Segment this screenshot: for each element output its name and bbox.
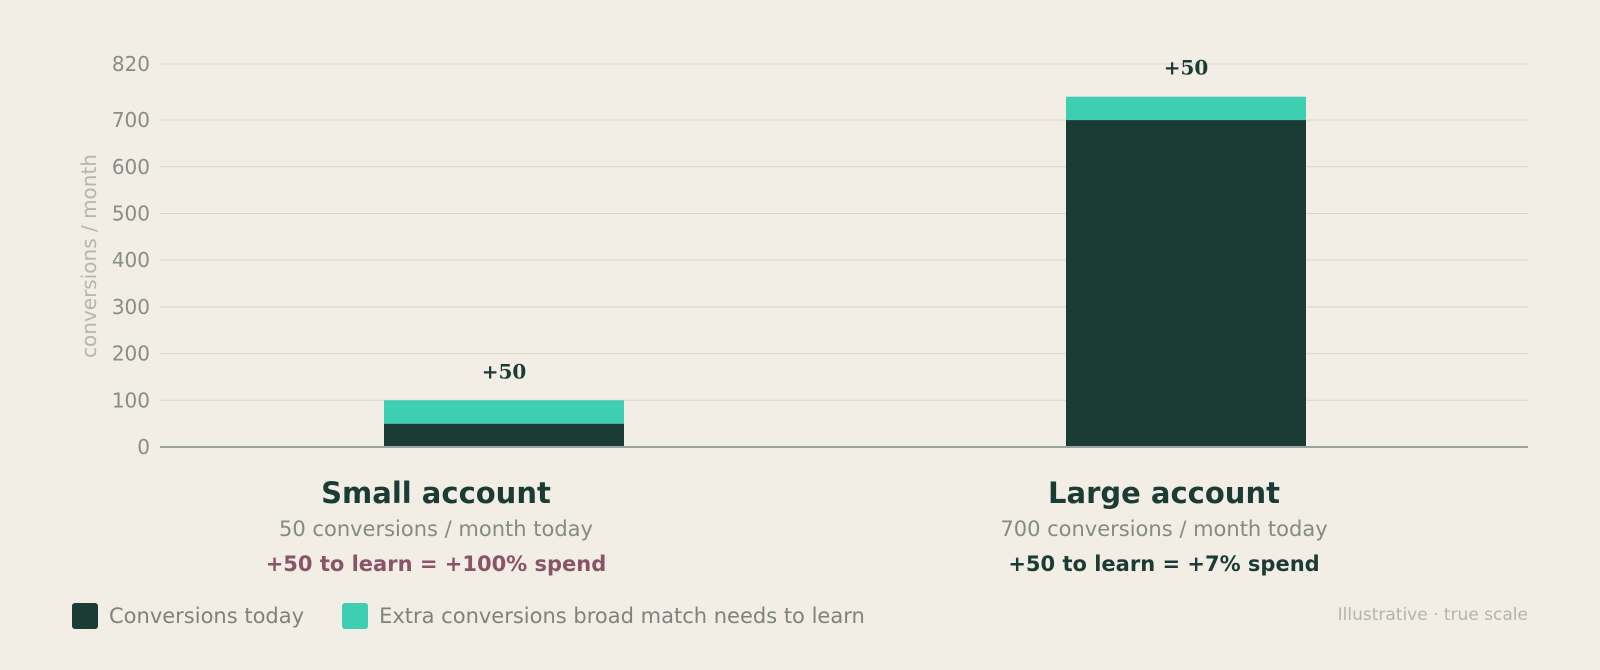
legend-item-extra-conversions: Extra conversions broad match needs to l…: [342, 603, 865, 629]
y-tick-label: 200: [112, 342, 150, 366]
legend-label: Conversions today: [109, 604, 305, 628]
legend-label: Extra conversions broad match needs to l…: [379, 604, 865, 628]
y-axis-ticks: 0 100 200 300 400 500 600 700 820: [112, 52, 150, 459]
legend-item-conversions-today: Conversions today: [72, 603, 304, 629]
bars: [384, 96, 1306, 448]
category-subtitle: 700 conversions / month today: [1000, 517, 1328, 541]
category-note: +50 to learn = +100% spend: [265, 552, 607, 576]
y-tick-label: 820: [112, 52, 150, 76]
legend: Conversions today Extra conversions broa…: [72, 603, 903, 629]
category-subtitle: 50 conversions / month today: [279, 517, 593, 541]
data-label: +50: [1164, 56, 1209, 80]
y-tick-label: 0: [137, 435, 150, 459]
bar-segment: [384, 423, 624, 447]
bar-segment: [1066, 96, 1306, 121]
category-large-account: Large account 700 conversions / month to…: [884, 475, 1444, 578]
data-labels: +50 +50: [482, 56, 1209, 384]
grid-lines: [160, 63, 1528, 401]
footnote: Illustrative · true scale: [1337, 605, 1528, 625]
y-tick-label: 700: [112, 108, 150, 132]
category-title: Large account: [1048, 476, 1280, 510]
y-tick-label: 100: [112, 388, 150, 412]
y-tick-label: 600: [112, 155, 150, 179]
y-tick-label: 400: [112, 248, 150, 272]
category-small-account: Small account 50 conversions / month tod…: [156, 475, 716, 578]
bar-segment: [1066, 120, 1306, 448]
legend-swatch: [72, 603, 98, 629]
bar-chart: 0 100 200 300 400 500 600 700 820 conversions / …: [77, 52, 1528, 459]
legend-swatch: [342, 603, 369, 629]
data-label: +50: [482, 359, 527, 383]
y-tick-label: 300: [112, 295, 150, 319]
category-title: Small account: [321, 476, 551, 510]
category-note: +50 to learn = +7% spend: [1008, 552, 1320, 576]
y-axis-label: conversions / month: [77, 154, 101, 358]
y-tick-label: 500: [112, 201, 150, 225]
bar-segment: [384, 400, 624, 424]
